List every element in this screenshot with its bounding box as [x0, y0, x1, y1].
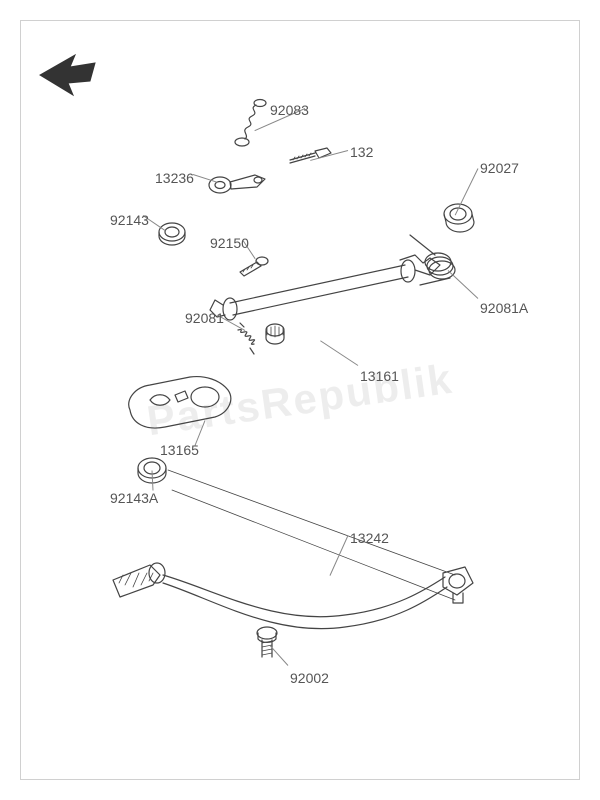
callout-92027: 92027: [480, 160, 519, 176]
callout-13161: 13161: [360, 368, 399, 384]
callout-132: 132: [350, 144, 373, 160]
callout-92143: 92143: [110, 212, 149, 228]
callout-92083: 92083: [270, 102, 309, 118]
callout-92150: 92150: [210, 235, 249, 251]
callout-13165: 13165: [160, 442, 199, 458]
callout-13242: 13242: [350, 530, 389, 546]
callout-13236: 13236: [155, 170, 194, 186]
diagram-canvas: PartsRepublik: [0, 0, 600, 800]
callout-92002: 92002: [290, 670, 329, 686]
callout-92081A: 92081A: [480, 300, 528, 316]
callout-92143A: 92143A: [110, 490, 158, 506]
callout-92081: 92081: [185, 310, 224, 326]
